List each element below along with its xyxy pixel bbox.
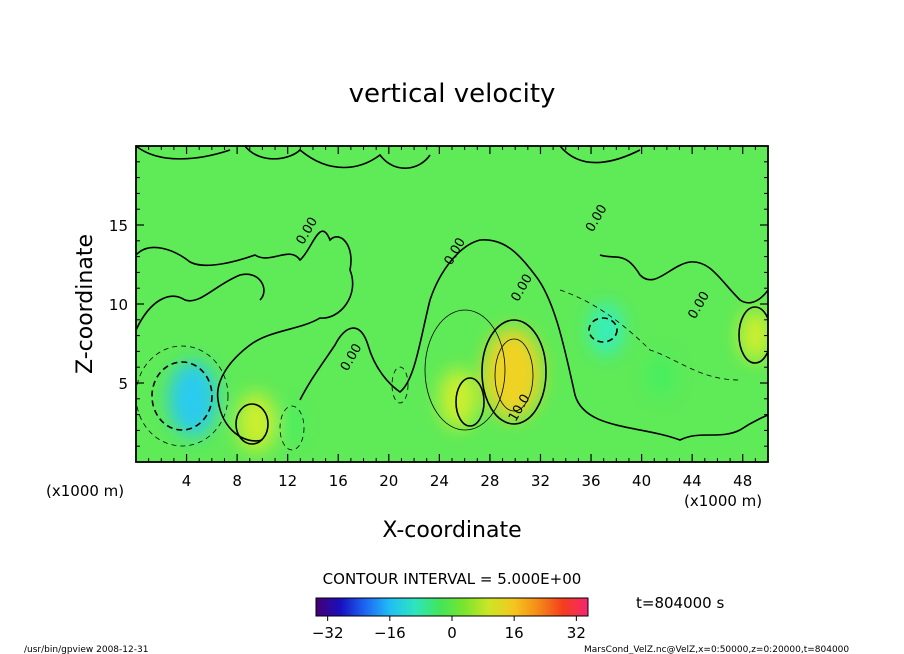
contour-interval-text: CONTOUR INTERVAL = 5.000E+00	[323, 570, 582, 588]
contour-negative	[151, 361, 213, 431]
colorbar: −32 −16 0 16 32	[312, 597, 589, 642]
contour-negative	[136, 345, 229, 447]
footer-right: MarsCond_VelZ.nc@VelZ,x=0:50000,z=0:2000…	[584, 645, 849, 654]
contour-positive	[455, 377, 485, 427]
contour-zero	[136, 273, 265, 331]
x-tick-label: 36	[581, 472, 600, 490]
colorbar-hatch	[317, 598, 587, 616]
colorbar-ticks: −32 −16 0 16 32	[312, 616, 586, 642]
field-feature	[738, 309, 768, 362]
x-unit-right: (x1000 m)	[684, 492, 762, 510]
x-tick-label: 16	[329, 472, 348, 490]
contour-zero	[299, 239, 768, 441]
x-tick-label: 28	[480, 472, 499, 490]
y-axis-label: Z-coordinate	[73, 234, 98, 374]
y-tick-label: 5	[118, 375, 128, 393]
chart-title: vertical velocity	[349, 79, 556, 109]
x-unit-left: (x1000 m)	[46, 482, 124, 500]
time-label: t=804000 s	[636, 594, 724, 612]
contour-positive	[235, 403, 269, 445]
x-tick-label: 48	[733, 472, 752, 490]
x-axis: 4 8 12 16 20 24 28 32 36 40 44 48	[148, 146, 769, 490]
x-tick-label: 24	[430, 472, 449, 490]
colorbar-tick-label: 16	[505, 624, 524, 642]
field-feature	[236, 392, 276, 453]
contour-lines	[136, 146, 768, 451]
contour-zero	[599, 254, 768, 304]
field-feature	[278, 404, 302, 441]
x-tick-label: 12	[278, 472, 297, 490]
contour-positive	[481, 319, 547, 425]
x-tick-label: 4	[182, 472, 192, 490]
contour-negative	[559, 289, 741, 381]
contour-zero	[136, 146, 641, 169]
x-tick-label: 32	[531, 472, 550, 490]
y-tick-label: 10	[109, 296, 128, 314]
contour-positive	[494, 338, 534, 412]
contour-positive	[424, 309, 506, 431]
x-tick-label: 40	[632, 472, 651, 490]
field-feature	[439, 369, 478, 429]
colorbar-tick-label: −16	[374, 624, 406, 642]
x-tick-label: 20	[379, 472, 398, 490]
contour-zero	[136, 230, 354, 442]
contour-negative	[588, 317, 618, 343]
contour-negative	[391, 366, 409, 404]
y-tick-label: 15	[109, 217, 128, 235]
footer-left: /usr/bin/gpview 2008-12-31	[24, 645, 148, 654]
x-tick-label: 44	[683, 472, 702, 490]
field-feature	[589, 303, 623, 356]
y-axis: 5 10 15	[109, 161, 768, 447]
colorbar-tick-label: 32	[567, 624, 586, 642]
field-feature	[646, 353, 675, 397]
field-feature	[168, 361, 218, 437]
colorbar-gradient	[316, 598, 588, 616]
field-feature	[483, 328, 542, 419]
colorbar-tick-label: −32	[312, 624, 344, 642]
x-tick-label: 8	[232, 472, 242, 490]
contour-positive	[738, 306, 768, 364]
contour-negative	[279, 405, 305, 451]
x-axis-label: X-coordinate	[382, 518, 521, 543]
colorbar-tick-label: 0	[447, 624, 457, 642]
